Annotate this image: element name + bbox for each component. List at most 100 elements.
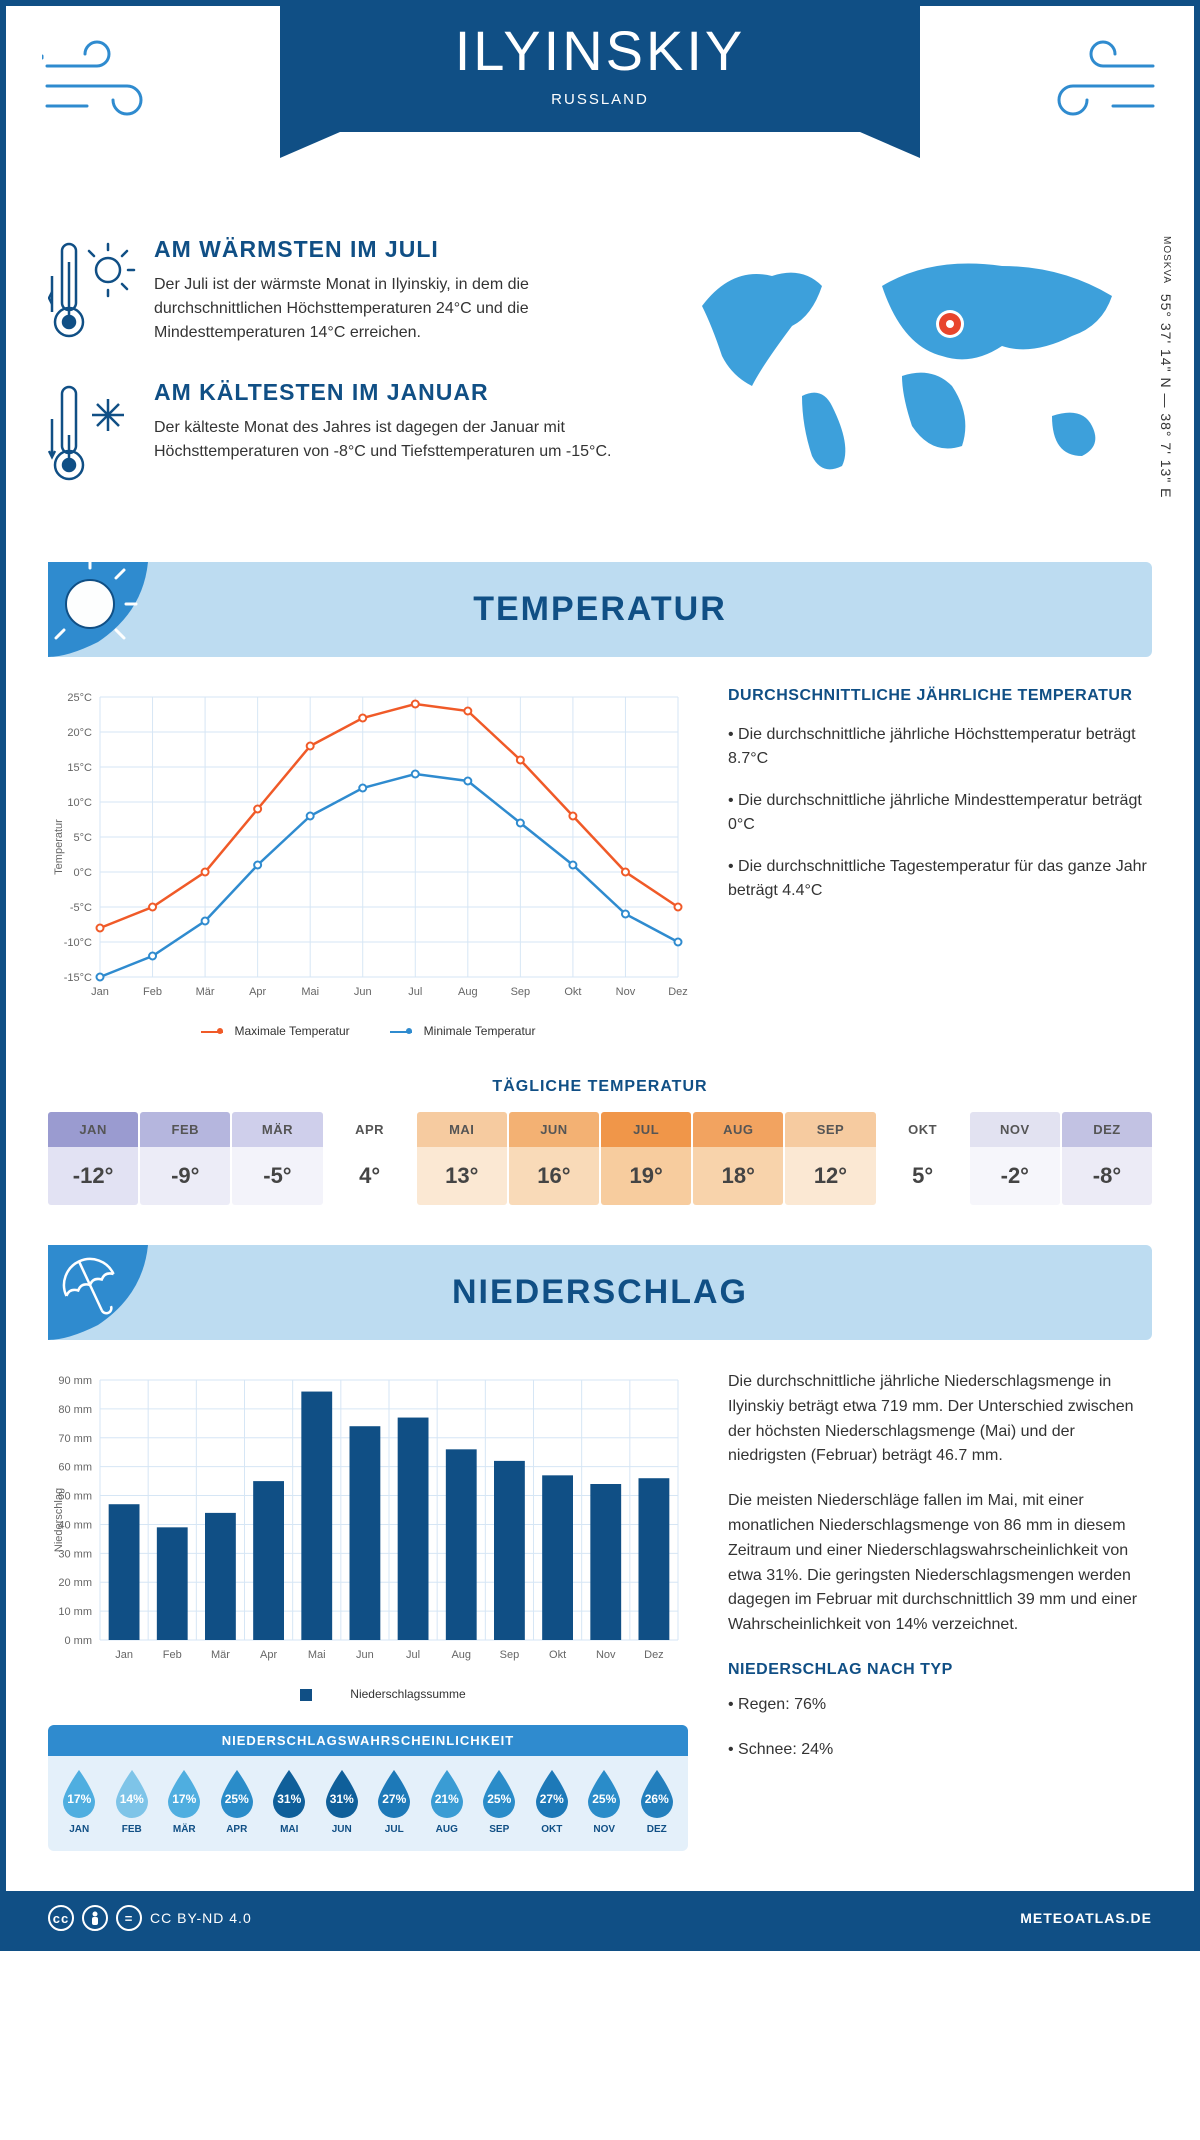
daily-cell: MÄR-5° [232, 1112, 322, 1205]
daily-cell: JAN-12° [48, 1112, 138, 1205]
by-icon [82, 1905, 108, 1931]
world-map: MOSKVA 55° 37' 14" N — 38° 7' 13" E [682, 236, 1152, 522]
fact-coldest: AM KÄLTESTEN IM JANUAR Der kälteste Mona… [48, 379, 642, 494]
precip-snow: • Schnee: 24% [728, 1738, 1152, 1763]
svg-text:Niederschlag: Niederschlag [53, 1488, 65, 1552]
precip-rain: • Regen: 76% [728, 1693, 1152, 1718]
fact-bullet: • Die durchschnittliche Tagestemperatur … [728, 855, 1152, 903]
sun-icon [48, 562, 168, 657]
svg-text:Dez: Dez [644, 1649, 664, 1661]
svg-text:Mär: Mär [211, 1649, 230, 1661]
daily-cell: AUG18° [693, 1112, 783, 1205]
daily-cell: NOV-2° [970, 1112, 1060, 1205]
svg-text:-15°C: -15°C [64, 972, 92, 984]
daily-cell: MAI13° [417, 1112, 507, 1205]
license-text: CC BY-ND 4.0 [150, 1910, 252, 1926]
svg-text:Nov: Nov [616, 986, 636, 998]
footer: cc = CC BY-ND 4.0 METEOATLAS.DE [6, 1891, 1194, 1945]
svg-text:Mai: Mai [308, 1649, 326, 1661]
wind-icon [42, 36, 172, 131]
thermometer-sun-icon [48, 236, 136, 351]
svg-text:90 mm: 90 mm [58, 1375, 92, 1387]
svg-text:15°C: 15°C [67, 762, 92, 774]
precip-type-heading: NIEDERSCHLAG NACH TYP [728, 1658, 1152, 1683]
svg-text:Aug: Aug [451, 1649, 471, 1661]
svg-text:Temperatur: Temperatur [53, 819, 65, 875]
prob-cell: 25%SEP [474, 1768, 525, 1835]
svg-text:Nov: Nov [596, 1649, 616, 1661]
svg-text:0 mm: 0 mm [65, 1635, 93, 1647]
daily-cell: JUN16° [509, 1112, 599, 1205]
svg-text:60 mm: 60 mm [58, 1462, 92, 1474]
svg-text:80 mm: 80 mm [58, 1404, 92, 1416]
country-name: RUSSLAND [280, 91, 920, 108]
prob-cell: 27%JUL [369, 1768, 420, 1835]
svg-text:20°C: 20°C [67, 727, 92, 739]
svg-text:Jun: Jun [356, 1649, 374, 1661]
svg-text:Jul: Jul [406, 1649, 420, 1661]
daily-cell: FEB-9° [140, 1112, 230, 1205]
prob-cell: 17%JAN [54, 1768, 105, 1835]
fact-warmest: AM WÄRMSTEN IM JULI Der Juli ist der wär… [48, 236, 642, 351]
svg-text:-10°C: -10°C [64, 937, 92, 949]
prob-cell: 17%MÄR [159, 1768, 210, 1835]
svg-text:Apr: Apr [249, 986, 266, 998]
precip-text: Die durchschnittliche jährliche Niedersc… [728, 1370, 1152, 1469]
precipitation-chart: 0 mm10 mm20 mm30 mm40 mm50 mm60 mm70 mm8… [48, 1370, 688, 1670]
daily-temperature-table: JAN-12°FEB-9°MÄR-5°APR4°MAI13°JUN16°JUL1… [48, 1112, 1152, 1205]
daily-heading: TÄGLICHE TEMPERATUR [48, 1078, 1152, 1096]
svg-text:Sep: Sep [500, 1649, 520, 1661]
fact-bullet: • Die durchschnittliche jährliche Mindes… [728, 789, 1152, 837]
fact-bullet: • Die durchschnittliche jährliche Höchst… [728, 723, 1152, 771]
section-precipitation: NIEDERSCHLAG [48, 1245, 1152, 1340]
warm-title: AM WÄRMSTEN IM JULI [154, 236, 642, 263]
temp-facts-heading: DURCHSCHNITTLICHE JÄHRLICHE TEMPERATUR [728, 687, 1152, 705]
wind-icon [1028, 36, 1158, 131]
svg-text:5°C: 5°C [74, 832, 93, 844]
prob-cell: 14%FEB [107, 1768, 158, 1835]
thermometer-snow-icon [48, 379, 136, 494]
prob-cell: 25%NOV [579, 1768, 630, 1835]
daily-cell: SEP12° [785, 1112, 875, 1205]
svg-text:-5°C: -5°C [70, 902, 92, 914]
daily-cell: OKT5° [878, 1112, 968, 1205]
prob-cell: 31%JUN [317, 1768, 368, 1835]
precipitation-probability: NIEDERSCHLAGSWAHRSCHEINLICHKEIT 17%JAN14… [48, 1725, 688, 1851]
daily-cell: DEZ-8° [1062, 1112, 1152, 1205]
prob-heading: NIEDERSCHLAGSWAHRSCHEINLICHKEIT [48, 1725, 688, 1756]
svg-text:0°C: 0°C [74, 867, 93, 879]
section-temperature: TEMPERATUR [48, 562, 1152, 657]
svg-text:Sep: Sep [511, 986, 531, 998]
prob-cell: 31%MAI [264, 1768, 315, 1835]
section-title: NIEDERSCHLAG [48, 1273, 1152, 1312]
svg-text:Feb: Feb [143, 986, 162, 998]
svg-text:Aug: Aug [458, 986, 478, 998]
svg-text:Okt: Okt [564, 986, 581, 998]
city-name: ILYINSKIY [280, 18, 920, 83]
svg-text:Jan: Jan [91, 986, 109, 998]
svg-text:Mai: Mai [301, 986, 319, 998]
prob-cell: 25%APR [212, 1768, 263, 1835]
cold-title: AM KÄLTESTEN IM JANUAR [154, 379, 642, 406]
svg-text:10 mm: 10 mm [58, 1606, 92, 1618]
temperature-chart: -15°C -10°C -5°C 0°C 5°C 10°C 15°C 20°C 25°C Jan F… [48, 687, 688, 1007]
daily-cell: APR4° [325, 1112, 415, 1205]
svg-text:20 mm: 20 mm [58, 1577, 92, 1589]
warm-text: Der Juli ist der wärmste Monat in Ilyins… [154, 273, 642, 345]
svg-text:Jul: Jul [408, 986, 422, 998]
svg-text:25°C: 25°C [67, 692, 92, 704]
site-credit: METEOATLAS.DE [1020, 1910, 1152, 1926]
svg-text:Dez: Dez [668, 986, 688, 998]
prob-cell: 26%DEZ [632, 1768, 683, 1835]
nd-icon: = [116, 1905, 142, 1931]
svg-text:Mär: Mär [196, 986, 215, 998]
svg-text:Jun: Jun [354, 986, 372, 998]
coordinates: MOSKVA 55° 37' 14" N — 38° 7' 13" E [1158, 236, 1174, 499]
daily-cell: JUL19° [601, 1112, 691, 1205]
precip-text: Die meisten Niederschläge fallen im Mai,… [728, 1489, 1152, 1638]
svg-text:70 mm: 70 mm [58, 1433, 92, 1445]
umbrella-icon [48, 1245, 168, 1340]
svg-text:Jan: Jan [115, 1649, 133, 1661]
section-title: TEMPERATUR [48, 590, 1152, 629]
svg-text:10°C: 10°C [67, 797, 92, 809]
